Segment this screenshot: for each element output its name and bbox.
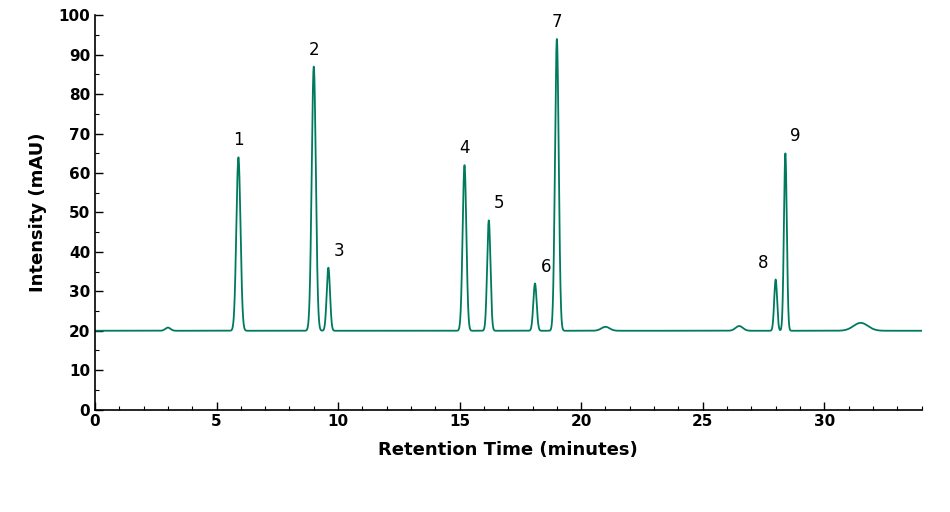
Text: 5: 5 (493, 195, 504, 212)
Text: 6: 6 (541, 258, 551, 275)
Text: 1: 1 (233, 132, 244, 150)
X-axis label: Retention Time (minutes): Retention Time (minutes) (378, 440, 638, 459)
Text: 8: 8 (758, 253, 769, 271)
Text: 2: 2 (309, 41, 319, 59)
Text: 3: 3 (334, 242, 345, 260)
Text: 7: 7 (552, 13, 562, 31)
Text: 9: 9 (789, 127, 800, 145)
Text: 4: 4 (459, 139, 469, 157)
Y-axis label: Intensity (mAU): Intensity (mAU) (29, 133, 48, 292)
